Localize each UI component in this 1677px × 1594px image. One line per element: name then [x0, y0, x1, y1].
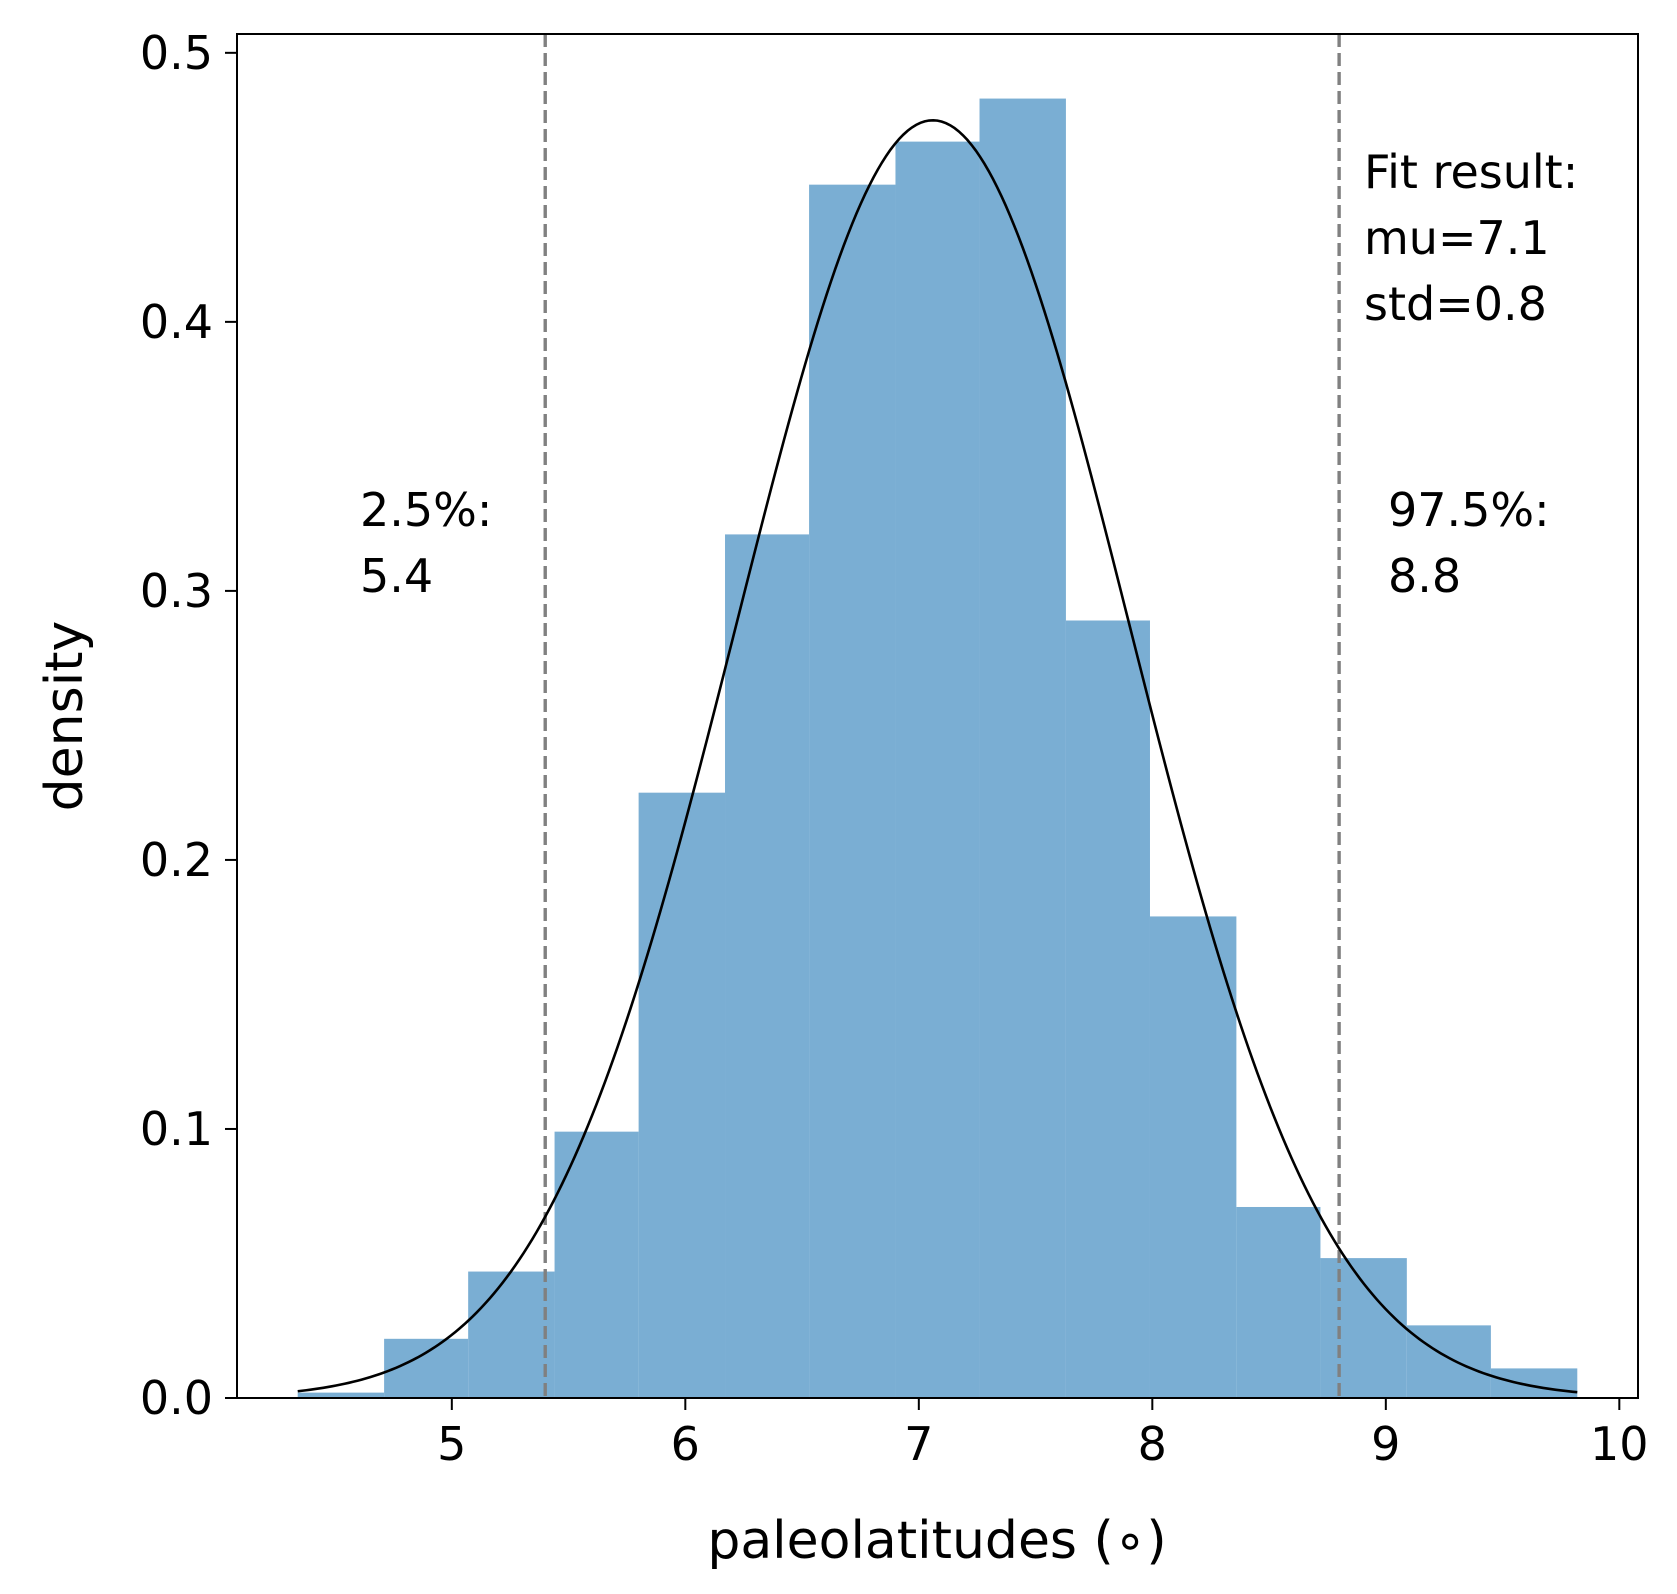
histogram-bar [297, 1392, 385, 1398]
histogram-bar [809, 184, 896, 1398]
lower-percentile-value: 5.4 [360, 549, 433, 603]
histogram-bar [1490, 1368, 1578, 1398]
x-tick-label: 5 [437, 1417, 466, 1471]
histogram-bar [554, 1131, 639, 1398]
x-tick-label: 7 [904, 1417, 933, 1471]
histogram-bar [384, 1338, 469, 1398]
y-axis-ticks: 0.0 0.1 0.2 0.3 0.4 0.5 [140, 26, 237, 1425]
normal-fit-curve [297, 118, 1578, 1394]
y-axis-label: density [35, 621, 95, 812]
histogram-bar [1320, 1258, 1407, 1398]
x-tick-label: 10 [1590, 1417, 1649, 1471]
lower-percentile-label: 2.5%: [360, 483, 492, 537]
fit-result-title: Fit result: [1364, 145, 1578, 199]
x-axis-label: paleolatitudes (∘) [707, 1511, 1166, 1571]
fit-result-mu: mu=7.1 [1364, 211, 1550, 265]
histogram-bar [1406, 1325, 1491, 1398]
histogram-bar [1149, 916, 1237, 1398]
y-tick-label: 0.4 [140, 295, 213, 349]
histogram-bars [297, 98, 1578, 1399]
histogram-bar [895, 141, 980, 1399]
x-tick-label: 6 [671, 1417, 700, 1471]
upper-percentile-label: 97.5%: [1388, 483, 1550, 537]
axes-frame [236, 33, 1639, 1399]
histogram-bar [725, 534, 810, 1398]
histogram-bar [1065, 620, 1150, 1398]
histogram-bar [1236, 1206, 1321, 1398]
y-tick-label: 0.3 [140, 564, 213, 618]
y-tick-label: 0.5 [140, 26, 213, 80]
histogram-bar [979, 98, 1066, 1399]
upper-percentile-value: 8.8 [1388, 549, 1461, 603]
y-tick-label: 0.1 [140, 1102, 213, 1156]
fit-result-std: std=0.8 [1364, 277, 1547, 331]
x-axis-ticks: 5 6 7 8 9 10 [437, 1398, 1649, 1471]
histogram-bar [638, 792, 726, 1398]
histogram-bar [468, 1271, 555, 1398]
x-tick-label: 9 [1371, 1417, 1400, 1471]
x-tick-label: 8 [1138, 1417, 1167, 1471]
y-tick-label: 0.0 [140, 1371, 213, 1425]
y-tick-label: 0.2 [140, 833, 213, 887]
